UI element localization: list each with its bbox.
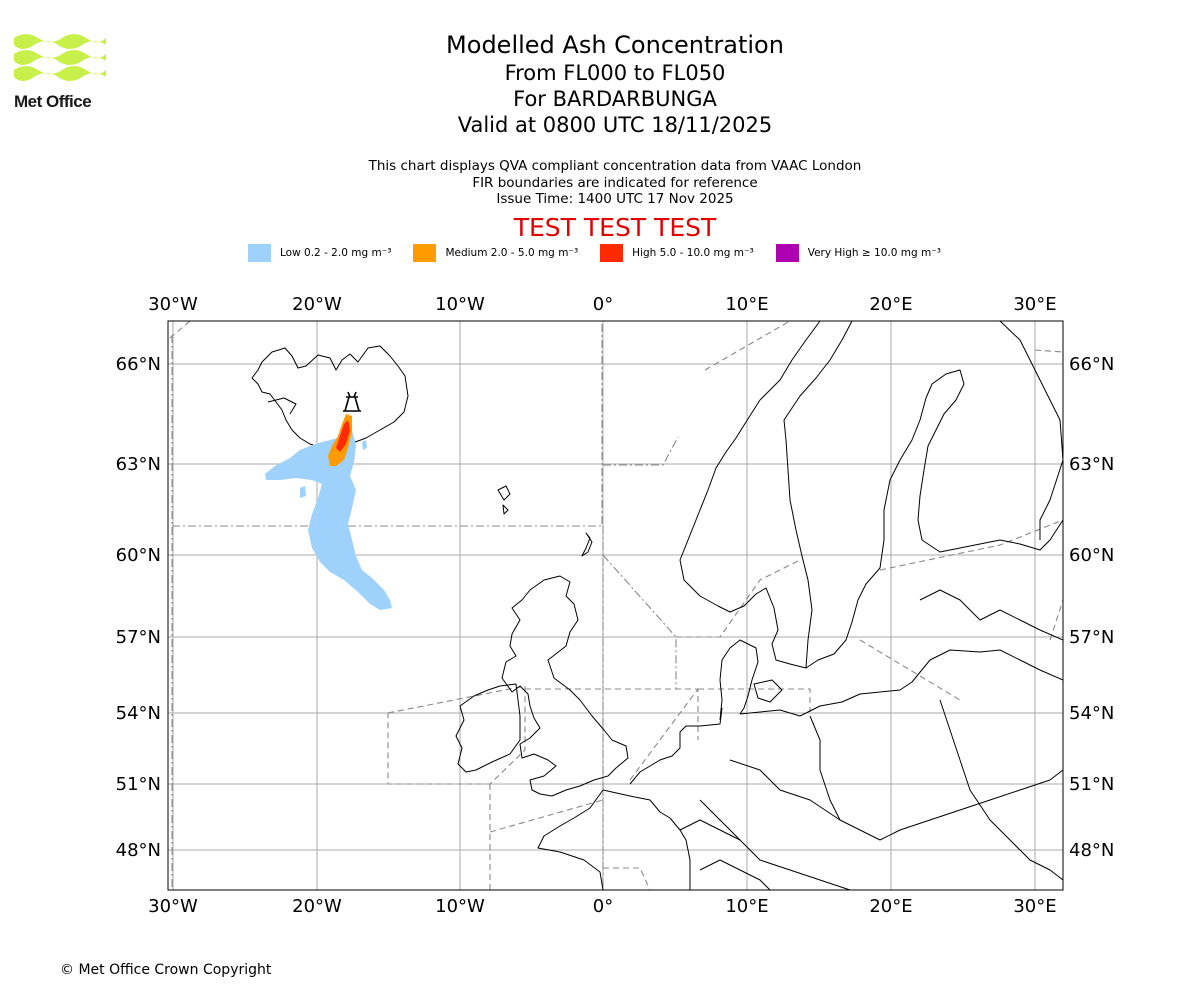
lon-label-top: 20°W <box>292 294 342 315</box>
chart-title-block: Modelled Ash Concentration From FL000 to… <box>315 30 915 138</box>
lon-label-bottom: 20°E <box>869 896 912 917</box>
chart-description: This chart displays QVA compliant concen… <box>315 158 915 208</box>
description-line-3: Issue Time: 1400 UTC 17 Nov 2025 <box>496 191 734 207</box>
volcano-icon <box>343 391 361 412</box>
legend-swatch-medium <box>413 244 437 262</box>
lon-labels-bottom: 30°W 20°W 10°W 0° 10°E 20°E 30°E <box>148 896 1056 917</box>
volcano-name: For BARDARBUNGA <box>513 87 717 111</box>
chart-title: Modelled Ash Concentration <box>446 31 784 59</box>
lat-label-left: 63°N <box>116 454 161 475</box>
lon-label-bottom: 0° <box>593 896 613 917</box>
legend-swatch-high <box>600 244 624 262</box>
lat-label-left: 48°N <box>116 840 161 861</box>
lat-labels-left: 66°N 63°N 60°N 57°N 54°N 51°N 48°N <box>116 354 161 861</box>
lon-label-bottom: 30°E <box>1013 896 1056 917</box>
legend-item-high: High 5.0 - 10.0 mg m⁻³ <box>600 244 754 262</box>
lon-label-bottom: 10°W <box>435 896 485 917</box>
description-line-1: This chart displays QVA compliant concen… <box>368 158 862 174</box>
legend-item-medium: Medium 2.0 - 5.0 mg m⁻³ <box>413 244 578 262</box>
lon-label-bottom: 10°E <box>725 896 768 917</box>
ash-region-low-small <box>300 486 306 498</box>
lat-label-left: 57°N <box>116 627 161 648</box>
valid-time: Valid at 0800 UTC 18/11/2025 <box>457 113 773 137</box>
lat-label-right: 54°N <box>1069 703 1114 724</box>
test-banner: TEST TEST TEST <box>513 213 717 242</box>
lon-label-top: 30°E <box>1013 294 1056 315</box>
lat-label-left: 66°N <box>116 354 161 375</box>
legend-label-low: Low 0.2 - 2.0 mg m⁻³ <box>280 247 392 259</box>
lat-label-right: 66°N <box>1069 354 1114 375</box>
legend-label-medium: Medium 2.0 - 5.0 mg m⁻³ <box>445 247 579 259</box>
fir-boundaries <box>169 321 1063 890</box>
met-office-waves-icon <box>14 34 106 81</box>
lat-label-left: 51°N <box>116 774 161 795</box>
copyright-notice: © Met Office Crown Copyright <box>60 962 272 978</box>
lon-label-top: 20°E <box>869 294 912 315</box>
legend-item-very-high: Very High ≥ 10.0 mg m⁻³ <box>775 244 941 262</box>
ash-region-high <box>336 420 350 452</box>
met-office-logo: Met Office <box>14 30 110 114</box>
legend-swatch-very-high <box>775 244 799 262</box>
lon-label-top: 10°E <box>725 294 768 315</box>
lat-label-right: 57°N <box>1069 627 1114 648</box>
lat-labels-right: 66°N 63°N 60°N 57°N 54°N 51°N 48°N <box>1069 354 1114 861</box>
lon-labels-top: 30°W 20°W 10°W 0° 10°E 20°E 30°E <box>148 294 1056 315</box>
map-gridlines <box>168 321 1063 890</box>
ash-region-low <box>265 430 392 610</box>
legend-item-low: Low 0.2 - 2.0 mg m⁻³ <box>248 244 391 262</box>
legend-label-high: High 5.0 - 10.0 mg m⁻³ <box>632 247 754 259</box>
description-line-2: FIR boundaries are indicated for referen… <box>472 174 758 191</box>
lon-label-top: 0° <box>593 294 613 315</box>
lat-label-right: 48°N <box>1069 840 1114 861</box>
logo-text: Met Office <box>14 92 92 111</box>
lat-label-right: 60°N <box>1069 545 1114 566</box>
lon-label-bottom: 20°W <box>292 896 342 917</box>
lon-label-bottom: 30°W <box>148 896 198 917</box>
lon-label-top: 30°W <box>148 294 198 315</box>
lon-label-top: 10°W <box>435 294 485 315</box>
map-frame <box>167 320 1064 891</box>
lat-label-right: 63°N <box>1069 454 1114 475</box>
lat-label-left: 60°N <box>116 545 161 566</box>
legend-swatch-low <box>248 244 271 262</box>
legend-label-very-high: Very High ≥ 10.0 mg m⁻³ <box>807 247 941 259</box>
lat-label-left: 54°N <box>116 703 161 724</box>
ash-region-low-east <box>362 440 367 450</box>
lat-label-right: 51°N <box>1069 774 1114 795</box>
flight-levels: From FL000 to FL050 <box>504 61 726 85</box>
coastlines <box>251 321 1063 890</box>
legend: Low 0.2 - 2.0 mg m⁻³ Medium 2.0 - 5.0 mg… <box>248 243 963 263</box>
